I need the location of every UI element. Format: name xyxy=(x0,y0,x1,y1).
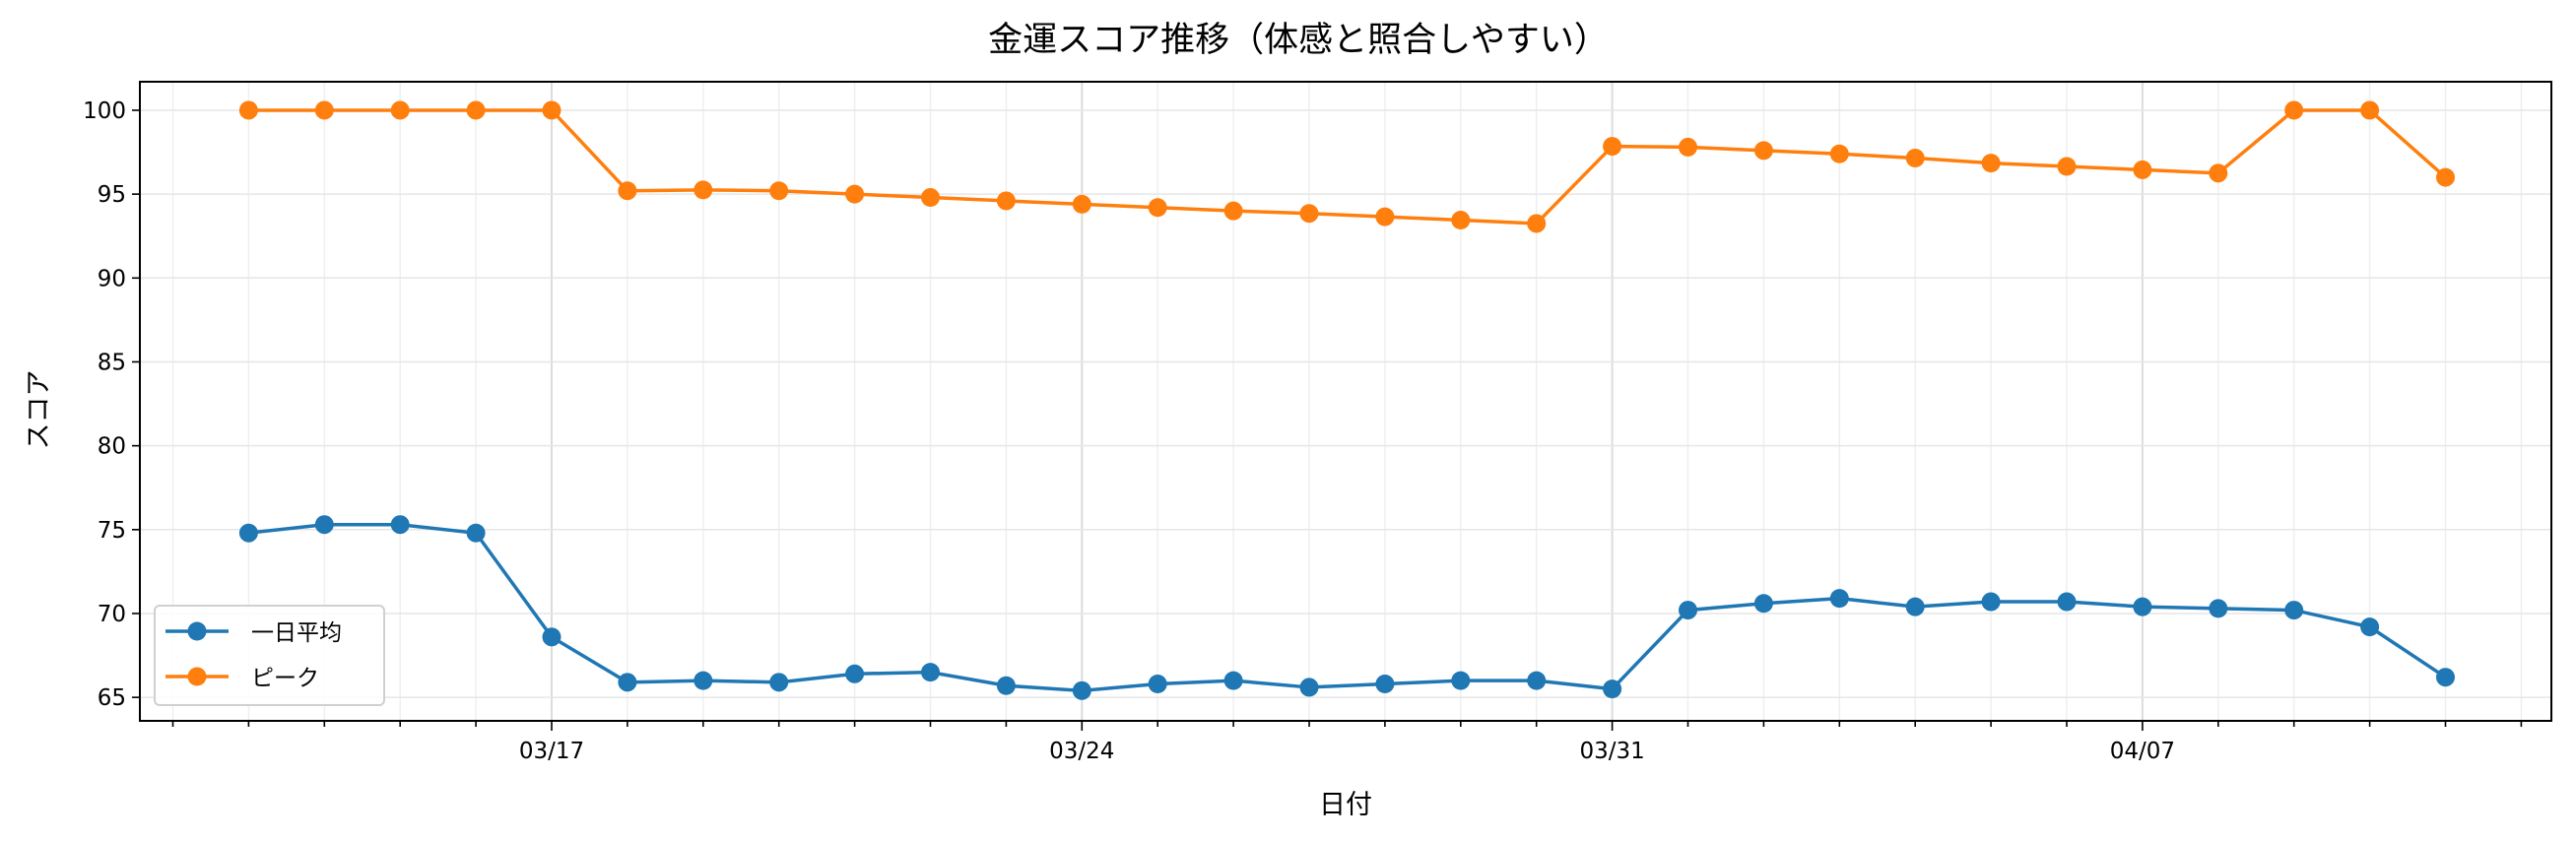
data-point xyxy=(2284,601,2304,620)
data-point xyxy=(1829,144,1849,163)
data-point xyxy=(1603,137,1622,157)
y-tick-label: 65 xyxy=(98,685,126,711)
data-point xyxy=(921,188,940,208)
legend-marker xyxy=(187,621,207,641)
grid xyxy=(140,82,2551,721)
data-point xyxy=(1981,154,2001,173)
data-point xyxy=(2360,100,2380,120)
data-point xyxy=(845,184,865,204)
data-point xyxy=(2436,167,2455,187)
chart-title: 金運スコア推移（体感と照合しやすい） xyxy=(988,21,1609,60)
data-point xyxy=(314,515,334,535)
data-point xyxy=(1299,204,1319,224)
y-tick-label: 80 xyxy=(98,434,126,460)
data-point xyxy=(1375,675,1395,694)
data-point xyxy=(2133,160,2152,179)
data-point xyxy=(1753,141,1773,161)
data-point xyxy=(2209,163,2228,183)
data-point xyxy=(542,627,561,647)
data-point xyxy=(618,673,637,692)
data-point xyxy=(1072,680,1091,700)
data-point xyxy=(390,515,410,535)
data-point xyxy=(694,180,713,200)
data-point xyxy=(1299,678,1319,697)
data-point xyxy=(2133,597,2152,616)
y-tick-label: 95 xyxy=(98,182,126,208)
legend-marker xyxy=(187,667,207,686)
data-point xyxy=(1603,679,1622,699)
data-point xyxy=(466,523,486,543)
data-point xyxy=(2436,668,2455,687)
legend-label: ピーク xyxy=(251,666,319,691)
data-point xyxy=(1527,214,1547,233)
data-point xyxy=(2057,157,2077,176)
data-point xyxy=(466,100,486,120)
data-point xyxy=(1829,589,1849,609)
data-point xyxy=(1527,671,1547,690)
y-tick-label: 70 xyxy=(98,602,126,627)
data-point xyxy=(1679,137,1697,157)
data-point xyxy=(618,181,637,201)
data-point xyxy=(1679,601,1697,620)
axes-frame xyxy=(139,81,2552,722)
data-point xyxy=(238,523,258,543)
y-axis-label: スコア xyxy=(24,370,54,450)
data-point xyxy=(1451,211,1471,230)
data-point xyxy=(1451,671,1471,690)
data-point xyxy=(1375,207,1395,226)
data-point xyxy=(2057,592,2077,612)
x-tick-label: 03/17 xyxy=(519,739,584,764)
data-point xyxy=(2360,617,2380,637)
plot-area xyxy=(238,100,2455,700)
y-tick-label: 90 xyxy=(98,266,126,291)
data-point xyxy=(1981,592,2001,612)
data-point xyxy=(694,671,713,690)
data-point xyxy=(2209,599,2228,618)
data-point xyxy=(996,191,1016,211)
legend-label: 一日平均 xyxy=(251,620,342,646)
data-point xyxy=(1223,671,1243,690)
data-point xyxy=(314,100,334,120)
data-point xyxy=(921,663,940,682)
x-tick-label: 03/31 xyxy=(1579,739,1644,764)
data-point xyxy=(1148,675,1167,694)
data-point xyxy=(769,181,789,201)
data-point xyxy=(1753,594,1773,614)
data-point xyxy=(769,673,789,692)
data-point xyxy=(2284,100,2304,120)
series-line-0 xyxy=(248,522,2447,693)
data-point xyxy=(1072,194,1091,214)
data-point xyxy=(1905,149,1925,168)
data-point xyxy=(845,664,865,683)
y-tick-label: 75 xyxy=(98,518,126,544)
x-axis-label: 日付 xyxy=(1319,790,1372,820)
axes: 03/17 03/24 03/31 04/07 65 70 75 80 85 90 95 100 xyxy=(83,81,2552,764)
x-tick-label: 04/07 xyxy=(2110,739,2175,764)
x-tick-label: 03/24 xyxy=(1049,739,1114,764)
data-point xyxy=(1905,597,1925,616)
data-point xyxy=(1223,201,1243,221)
data-point xyxy=(390,100,410,120)
y-tick-label: 85 xyxy=(98,350,126,375)
y-tick-label: 100 xyxy=(83,98,126,124)
series-line-1 xyxy=(248,108,2447,226)
data-point xyxy=(1148,198,1167,218)
data-point xyxy=(996,676,1016,695)
data-point xyxy=(238,100,258,120)
data-point xyxy=(542,100,561,120)
